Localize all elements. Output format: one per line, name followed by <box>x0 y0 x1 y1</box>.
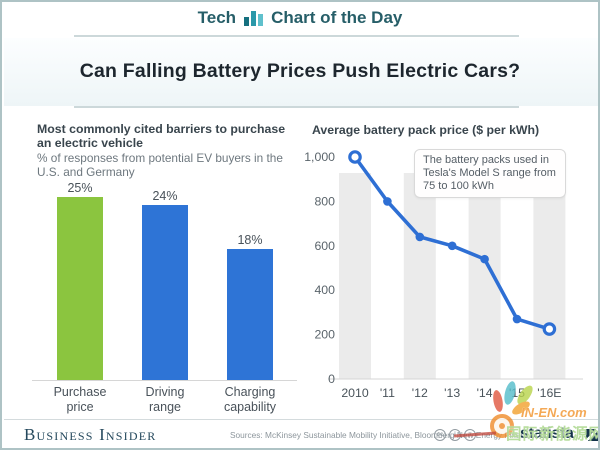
column-stripe <box>403 173 436 379</box>
bar-plot: 25% 24% 18% <box>32 181 297 381</box>
tesla-annotation-callout: The battery packs used in Tesla's Model … <box>414 149 566 198</box>
bar-value-label: 18% <box>237 233 263 247</box>
x-tick-label: '11 <box>380 386 395 400</box>
no-derivatives-icon: = <box>464 429 476 441</box>
statista-wordmark: statista <box>520 425 574 442</box>
y-tick-label: 600 <box>314 239 335 253</box>
license-icons: cc i = <box>434 429 476 441</box>
footer-divider <box>4 419 598 420</box>
column-stripe <box>468 173 501 379</box>
column-stripe <box>339 173 371 379</box>
header-brand-suffix: Chart of the Day <box>271 8 403 27</box>
statista-logo-icon <box>586 429 598 441</box>
bar-chart-title: Most commonly cited barriers to purchase… <box>37 122 286 150</box>
data-point-marker <box>512 314 522 324</box>
x-tick-label: 2010 <box>341 386 369 400</box>
header: Tech Chart of the Day <box>2 8 598 28</box>
x-tick-label: '12 <box>412 386 428 400</box>
y-tick-label: 1,000 <box>304 150 335 164</box>
cc-icon: cc <box>434 429 446 441</box>
business-insider-wordmark: Business Insider <box>24 425 157 444</box>
y-tick-label: 800 <box>314 194 335 208</box>
data-point-marker <box>415 232 425 242</box>
attribution-icon: i <box>449 429 461 441</box>
y-tick-label: 400 <box>314 283 335 297</box>
y-tick-label: 200 <box>314 328 335 342</box>
bar-category-label: Driving range <box>145 385 185 414</box>
bar-0 <box>57 197 103 380</box>
x-tick-label: '15 <box>509 386 525 400</box>
sources-line: Sources: McKinsey Sustainable Mobility I… <box>230 430 534 440</box>
bar-category-label: Charging capability <box>223 385 277 414</box>
header-divider <box>74 35 519 37</box>
line-chart-title: Average battery pack price ($ per kWh) <box>312 123 540 137</box>
x-tick-label: '16E <box>537 386 561 400</box>
line-chart-plot: 0 200 400 600 800 1,000 2010 '11 '12 '13 '14 '15 '16… <box>304 150 583 400</box>
y-tick-label: 0 <box>328 372 335 386</box>
header-brand-prefix: Tech <box>197 8 237 27</box>
title-divider <box>74 106 519 108</box>
bar-value-label: 25% <box>67 181 93 195</box>
bar-category-labels: Purchase price Driving range Charging capa… <box>32 385 297 417</box>
data-point-marker <box>447 241 457 251</box>
bar-category-label: Purchase price <box>53 385 107 414</box>
page-title: Can Falling Battery Prices Push Electric… <box>79 60 521 82</box>
bar-chart-subtitle: % of responses from potential EV buyers … <box>37 151 283 179</box>
bar-chart-icon <box>244 10 264 26</box>
x-tick-label: '14 <box>477 386 493 400</box>
data-point-marker <box>480 254 489 264</box>
title-band <box>4 38 598 106</box>
bar-2 <box>227 249 273 380</box>
bar-1 <box>142 205 188 380</box>
endpoint-marker <box>542 322 557 336</box>
bar-value-label: 24% <box>152 189 178 203</box>
data-point-marker <box>383 197 392 206</box>
column-stripe <box>533 173 566 379</box>
endpoint-marker <box>348 150 362 164</box>
x-tick-label: '13 <box>444 386 460 400</box>
